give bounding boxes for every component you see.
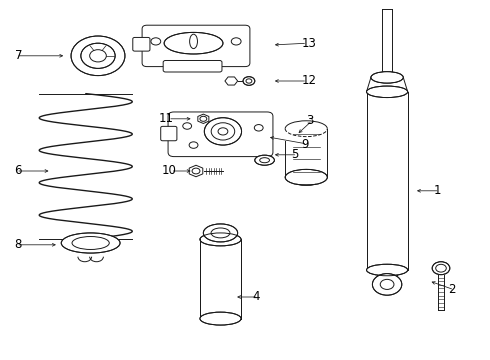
Text: 4: 4 bbox=[252, 291, 260, 303]
Ellipse shape bbox=[164, 32, 223, 54]
Ellipse shape bbox=[204, 118, 242, 145]
Text: 2: 2 bbox=[448, 283, 456, 296]
Text: 11: 11 bbox=[159, 112, 174, 125]
Text: 1: 1 bbox=[434, 184, 441, 197]
Bar bbox=[200, 239, 241, 319]
Ellipse shape bbox=[432, 262, 450, 275]
FancyBboxPatch shape bbox=[161, 126, 177, 141]
Text: 5: 5 bbox=[292, 148, 299, 161]
Text: 13: 13 bbox=[301, 37, 316, 50]
Ellipse shape bbox=[255, 155, 274, 165]
FancyBboxPatch shape bbox=[142, 25, 250, 67]
Text: 8: 8 bbox=[15, 238, 22, 251]
Ellipse shape bbox=[71, 36, 125, 76]
Ellipse shape bbox=[285, 170, 327, 185]
Ellipse shape bbox=[243, 77, 255, 85]
Text: 9: 9 bbox=[301, 138, 309, 150]
Ellipse shape bbox=[81, 43, 115, 68]
Ellipse shape bbox=[367, 264, 408, 276]
Bar bbox=[367, 92, 408, 270]
Ellipse shape bbox=[371, 72, 403, 83]
Text: 7: 7 bbox=[15, 49, 22, 62]
Ellipse shape bbox=[61, 233, 120, 253]
Ellipse shape bbox=[367, 86, 408, 98]
Ellipse shape bbox=[200, 233, 241, 246]
Text: 6: 6 bbox=[15, 165, 22, 177]
Ellipse shape bbox=[203, 224, 238, 242]
Text: 12: 12 bbox=[301, 75, 317, 87]
Ellipse shape bbox=[372, 274, 402, 295]
Text: 3: 3 bbox=[306, 114, 314, 127]
Text: 10: 10 bbox=[162, 165, 176, 177]
FancyBboxPatch shape bbox=[168, 112, 273, 157]
Ellipse shape bbox=[200, 312, 241, 325]
FancyBboxPatch shape bbox=[163, 60, 222, 72]
FancyBboxPatch shape bbox=[133, 37, 150, 51]
